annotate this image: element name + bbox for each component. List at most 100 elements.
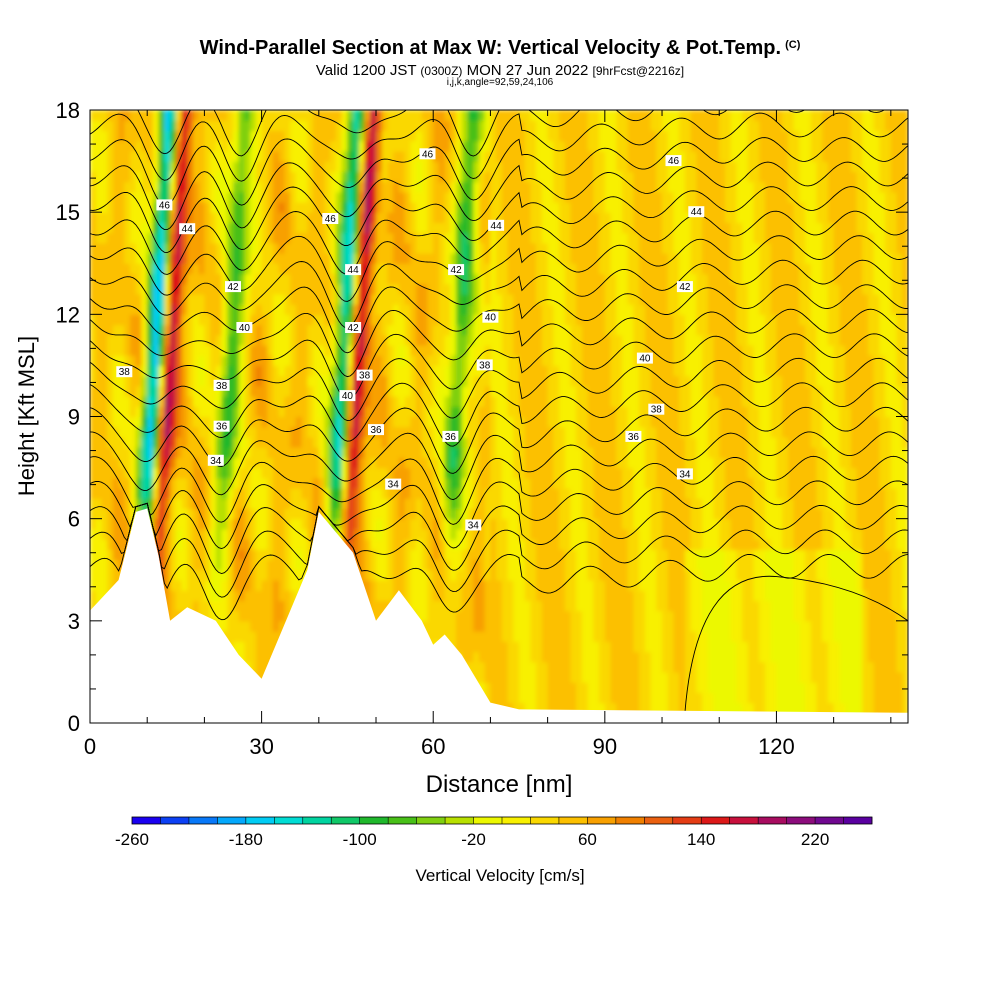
isentrope-label: 38: [213, 379, 230, 392]
chart-title: Wind-Parallel Section at Max W: Vertical…: [0, 37, 1000, 60]
isentrope-line: [90, 284, 908, 354]
colorbar-swatch: [815, 817, 844, 824]
indices-label: i,j,k,angle=92,59,24,106: [446, 77, 554, 88]
isentrope-line: [90, 186, 908, 254]
isentrope-label: 34: [465, 519, 482, 532]
colorbar-swatch: [701, 817, 730, 824]
isentrope-line: [90, 333, 908, 400]
isentrope-label: 38: [116, 366, 133, 378]
y-tick-label: 9: [68, 405, 80, 430]
isentrope-line: [90, 137, 908, 206]
x-tick-label: 90: [593, 734, 617, 759]
isentrope-line: [90, 210, 908, 275]
isentrope-label: 36: [625, 430, 642, 443]
colorbar-label: Vertical Velocity [cm/s]: [415, 866, 584, 885]
isentrope-line: [90, 161, 908, 231]
valid-date: MON 27 Jun 2022: [466, 62, 589, 79]
isentrope-line: [137, 110, 886, 157]
isentrope-label: 42: [448, 264, 465, 276]
isentrope-line: [90, 406, 908, 474]
valid-utc: (0300Z): [420, 64, 463, 78]
y-axis-label: Height [Kft MSL]: [14, 336, 39, 496]
colorbar-swatch: [388, 817, 417, 824]
isentrope-label: 36: [442, 430, 459, 443]
forecast-label: [9hrFcst@2216z]: [592, 64, 685, 78]
isentrope-lines: [90, 110, 908, 713]
colorbar-swatch: [160, 817, 190, 824]
x-tick-label: 60: [421, 734, 445, 759]
colorbar-swatch: [188, 817, 218, 824]
colorbar-tick-label: -100: [343, 830, 377, 849]
isentrope-label: 40: [236, 322, 253, 334]
y-tick-label: 12: [56, 302, 80, 327]
isentrope-label: 44: [688, 206, 705, 218]
valid-prefix: Valid 1200 JST: [315, 62, 417, 79]
isentrope-line: [90, 308, 908, 378]
x-axis-label: Distance [nm]: [426, 771, 573, 798]
copyright-mark: (C): [785, 39, 801, 51]
colorbar-tick-label: 220: [801, 830, 829, 849]
colorbar-swatch: [843, 817, 873, 824]
isentrope-label: 46: [322, 213, 339, 225]
colorbar-swatch: [530, 817, 560, 824]
isentrope-line: [90, 112, 908, 182]
colorbar-swatch: [644, 817, 674, 824]
isentrope-label: 42: [225, 281, 241, 293]
isentrope-label: 46: [665, 155, 682, 167]
colorbar-swatch: [302, 817, 332, 824]
colorbar-tick-label: 140: [687, 830, 715, 849]
isentrope-line: [90, 502, 908, 598]
y-tick-label: 18: [56, 98, 80, 123]
isentrope-line: [90, 455, 908, 525]
colorbar-swatch: [587, 817, 617, 824]
isentrope-line: [90, 431, 908, 501]
colorbar-swatch: [445, 817, 474, 824]
colorbar: -260 -180 -100 -20 60 140 220: [115, 816, 873, 849]
isentrope-label: 38: [356, 369, 373, 382]
isentrope-label: 40: [482, 311, 499, 324]
isentrope-label: 46: [419, 148, 436, 160]
colorbar-swatch: [359, 817, 389, 824]
isentrope-label: 44: [179, 223, 196, 235]
y-tick-label: 6: [68, 507, 80, 532]
colorbar-swatch: [502, 817, 531, 824]
colorbar-swatch: [615, 817, 645, 824]
isentrope-line: [90, 357, 908, 422]
isentrope-label: 38: [648, 403, 665, 416]
isentrope-label: 34: [676, 468, 693, 480]
isentrope-label: 44: [488, 219, 505, 232]
isentrope-label: 36: [213, 420, 230, 433]
chart-subtitle: Valid 1200 JST (0300Z) MON 27 Jun 2022 […: [0, 62, 1000, 79]
isentrope-line: [90, 259, 908, 329]
isentrope-label: 34: [385, 478, 402, 491]
isentrope-label: 46: [156, 199, 173, 211]
x-tick-label: 0: [84, 734, 96, 759]
colorbar-swatch: [132, 817, 161, 824]
isentrope-line: [90, 382, 908, 447]
colorbar-swatch: [416, 817, 446, 824]
isentrope-line: [90, 502, 908, 574]
isentrope-label: 34: [207, 454, 224, 467]
isentrope-label: 38: [476, 359, 493, 371]
isentrope-label: 36: [368, 424, 384, 436]
colorbar-swatch: [331, 817, 360, 824]
isentrope-label: 42: [345, 322, 362, 334]
y-tick-label: 0: [68, 711, 80, 736]
colorbar-swatch: [558, 817, 588, 824]
colorbar-swatch: [217, 817, 247, 824]
x-tick-label: 30: [249, 734, 273, 759]
colorbar-tick-label: -260: [115, 830, 149, 849]
isentrope-line: [90, 502, 908, 621]
colorbar-tick-label: 60: [578, 830, 597, 849]
colorbar-tick-label: -180: [229, 830, 263, 849]
isentrope-label: 42: [676, 281, 693, 293]
colorbar-swatch: [245, 817, 275, 824]
isentrope-line: [684, 575, 908, 713]
colorbar-swatch: [672, 817, 702, 824]
x-tick-label: 120: [758, 734, 795, 759]
isentrope-line: [90, 480, 908, 549]
